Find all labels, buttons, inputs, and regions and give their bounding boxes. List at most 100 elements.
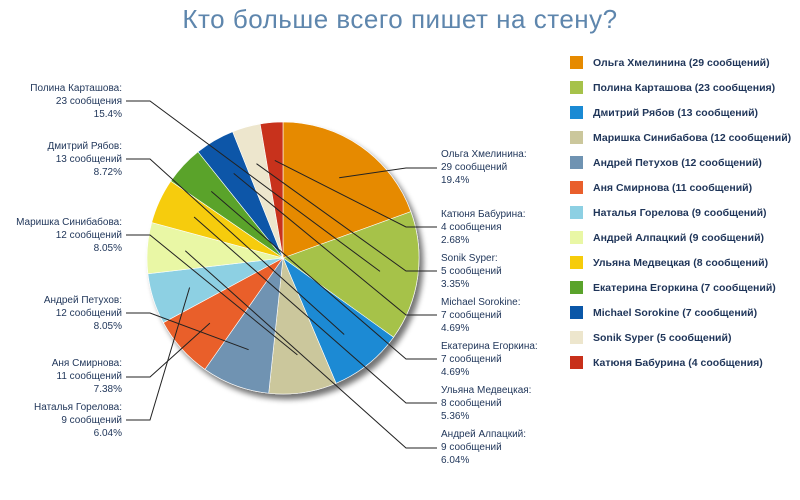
callout-name: Екатерина Егоркина:	[441, 341, 538, 352]
leader-line	[126, 100, 381, 272]
legend-item: Андрей Алпацкий (9 сообщений)	[570, 225, 798, 250]
leader-line	[339, 167, 437, 179]
leader-lines	[126, 100, 437, 449]
callout-percent: 7.38%	[93, 384, 122, 395]
legend-label: Аня Смирнова (11 сообщений)	[593, 181, 753, 194]
legend-label: Ольга Хмелинина (29 сообщений)	[593, 56, 770, 69]
slice-callout: Ольга Хмелинина: 29 сообщений 19.4%	[441, 148, 527, 187]
legend-item: Маришка Синибабова (12 сообщений)	[570, 125, 798, 150]
legend-swatch	[570, 256, 583, 269]
legend-swatch	[570, 56, 583, 69]
pie-slice	[282, 211, 420, 338]
callout-count: 29 сообщений	[441, 162, 508, 173]
pie-slice	[282, 121, 412, 259]
chart-title: Кто больше всего пишет на стену?	[182, 4, 618, 34]
callout-count: 11 сообщений	[56, 371, 123, 382]
callout-percent: 8.72%	[93, 167, 122, 178]
callout-name: Андрей Алпацкий:	[441, 429, 527, 440]
legend-swatch	[570, 106, 583, 119]
slice-callout: Андрей Петухов: 12 сообщений 8.05%	[44, 294, 122, 333]
callout-count: 12 сообщений	[55, 308, 122, 319]
legend-swatch	[570, 281, 583, 294]
slice-callout: Наталья Горелова: 9 сообщений 6.04%	[34, 401, 122, 440]
legend-swatch	[570, 131, 583, 144]
slice-callout: Дмитрий Рябов: 13 сообщений 8.72%	[48, 140, 122, 179]
legend-swatch	[570, 206, 583, 219]
callout-count: 13 сообщений	[55, 154, 122, 165]
legend-swatch	[570, 181, 583, 194]
callout-count: 8 сообщений	[441, 398, 502, 409]
leader-line	[126, 158, 345, 335]
callout-count: 12 сообщений	[55, 230, 122, 241]
callout-name: Ольга Хмелинина:	[441, 149, 527, 160]
leader-line	[126, 312, 249, 351]
callout-name: Полина Карташова:	[30, 83, 122, 94]
legend-swatch	[570, 81, 583, 94]
callout-percent: 2.68%	[441, 235, 470, 246]
legend: Ольга Хмелинина (29 сообщений) Полина Кар…	[570, 50, 798, 375]
callout-percent: 15.4%	[93, 109, 122, 120]
callout-percent: 4.69%	[441, 367, 470, 378]
callout-count: 4 сообщения	[441, 222, 502, 233]
leader-line	[184, 250, 437, 449]
callout-count: 9 сообщений	[61, 415, 122, 426]
callout-name: Катюня Бабурина:	[441, 209, 526, 220]
callout-percent: 5.36%	[441, 411, 470, 422]
callout-percent: 3.35%	[441, 279, 470, 290]
legend-item: Ольга Хмелинина (29 сообщений)	[570, 50, 798, 75]
callout-count: 7 сообщений	[441, 310, 502, 321]
legend-item: Дмитрий Рябов (13 сообщений)	[570, 100, 798, 125]
slice-callout: Полина Карташова: 23 сообщения 15.4%	[30, 82, 122, 121]
legend-item: Аня Смирнова (11 сообщений)	[570, 175, 798, 200]
legend-item: Екатерина Егоркина (7 сообщений)	[570, 275, 798, 300]
callout-name: Дмитрий Рябов:	[47, 141, 122, 152]
slice-callout: Аня Смирнова: 11 сообщений 7.38%	[52, 357, 122, 396]
legend-swatch	[570, 331, 583, 344]
leader-line	[193, 216, 437, 404]
callout-percent: 6.04%	[441, 455, 470, 466]
slice-callout: Катюня Бабурина: 4 сообщения 2.68%	[441, 208, 526, 247]
slice-callout: Michael Sorokine: 7 сообщений 4.69%	[441, 296, 520, 335]
legend-swatch	[570, 156, 583, 169]
callout-name: Наталья Горелова:	[34, 402, 122, 413]
leader-line	[126, 322, 211, 378]
legend-label: Катюня Бабурина (4 сообщения)	[593, 356, 763, 369]
legend-item: Ульяна Медвецкая (8 сообщений)	[570, 250, 798, 275]
slice-callout: Андрей Алпацкий: 9 сообщений 6.04%	[441, 428, 526, 467]
pie-slice	[259, 121, 284, 259]
callout-percent: 19.4%	[441, 175, 470, 186]
leader-line	[126, 234, 298, 356]
legend-swatch	[570, 231, 583, 244]
callout-count: 23 сообщения	[55, 96, 122, 107]
callout-name: Андрей Петухов:	[43, 295, 122, 306]
callout-count: 9 сообщений	[441, 442, 502, 453]
legend-label: Маришка Синибабова (12 сообщений)	[593, 131, 792, 144]
callout-name: Аня Смирнова:	[51, 358, 122, 369]
legend-item: Катюня Бабурина (4 сообщения)	[570, 350, 798, 375]
callout-name: Michael Sorokine:	[441, 297, 521, 308]
callout-percent: 8.05%	[93, 243, 122, 254]
legend-label: Андрей Алпацкий (9 сообщений)	[593, 231, 765, 244]
callout-count: 5 сообщений	[441, 266, 502, 277]
legend-item: Наталья Горелова (9 сообщений)	[570, 200, 798, 225]
callout-percent: 8.05%	[93, 321, 122, 332]
leader-line	[233, 173, 437, 316]
callout-count: 7 сообщений	[441, 354, 502, 365]
legend-label: Наталья Горелова (9 сообщений)	[593, 206, 767, 219]
legend-label: Полина Карташова (23 сообщения)	[593, 81, 776, 94]
legend-item: Sonik Syper (5 сообщений)	[570, 325, 798, 350]
legend-swatch	[570, 306, 583, 319]
legend-label: Екатерина Егоркина (7 сообщений)	[593, 281, 776, 294]
legend-item: Полина Карташова (23 сообщения)	[570, 75, 798, 100]
slice-callout: Маришка Синибабова: 12 сообщений 8.05%	[16, 216, 122, 255]
legend-item: Michael Sorokine (7 сообщений)	[570, 300, 798, 325]
pie-slices	[146, 121, 420, 395]
leader-line	[274, 159, 437, 228]
legend-label: Андрей Петухов (12 сообщений)	[593, 156, 762, 169]
slice-callout: Екатерина Егоркина: 7 сообщений 4.69%	[441, 340, 538, 379]
slice-callout: Sonik Syper: 5 сообщений 3.35%	[441, 252, 502, 291]
callout-name: Маришка Синибабова:	[16, 217, 122, 228]
legend-item: Андрей Петухов (12 сообщений)	[570, 150, 798, 175]
legend-label: Ульяна Медвецкая (8 сообщений)	[593, 256, 769, 269]
leader-line	[256, 163, 437, 272]
